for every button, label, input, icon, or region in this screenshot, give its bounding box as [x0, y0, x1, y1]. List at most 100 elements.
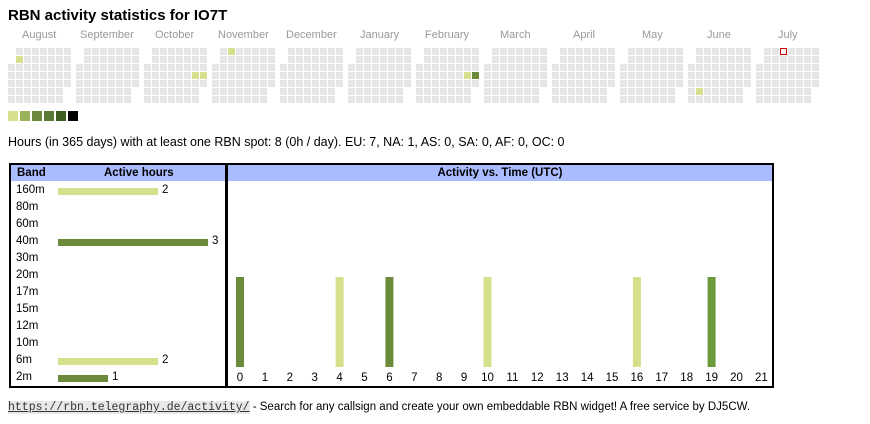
calendar-day-cell	[772, 48, 779, 55]
calendar-day-cell	[560, 88, 567, 95]
calendar-day-cell	[660, 48, 667, 55]
calendar-day-cell	[756, 96, 763, 103]
calendar-day-cell	[652, 64, 659, 71]
calendar-day-cell	[228, 64, 235, 71]
calendar-day-cell	[516, 56, 523, 63]
calendar-day-cell	[328, 72, 335, 79]
calendar-day-cell	[320, 64, 327, 71]
calendar-day-cell	[592, 48, 599, 55]
calendar-day-cell	[644, 56, 651, 63]
calendar-day-cell	[220, 48, 227, 55]
calendar-day-cell	[116, 96, 123, 103]
calendar-day-cell	[712, 80, 719, 87]
calendar-day-cell	[608, 64, 615, 71]
activity-link[interactable]: https://rbn.telegraphy.de/activity/	[8, 401, 250, 414]
calendar-day-cell	[500, 48, 507, 55]
calendar-day-cell	[364, 88, 371, 95]
calendar-day-cell	[584, 80, 591, 87]
calendar-day-cell	[532, 64, 539, 71]
calendar-day-cell	[804, 56, 811, 63]
hour-tick-label: 6	[386, 372, 392, 384]
calendar-day-cell	[228, 96, 235, 103]
calendar-day-cell	[56, 72, 63, 79]
calendar-day-cell	[728, 80, 735, 87]
calendar-day-cell	[796, 80, 803, 87]
calendar-day-cell	[584, 88, 591, 95]
calendar-day-cell	[336, 56, 343, 63]
band-name: 15m	[16, 303, 39, 315]
calendar-day-cell	[516, 88, 523, 95]
calendar-day-cell	[24, 80, 31, 87]
calendar-day-cell	[652, 88, 659, 95]
calendar-day-cell	[568, 72, 575, 79]
calendar-day-cell	[48, 72, 55, 79]
calendar-day-cell	[440, 88, 447, 95]
calendar-day-cell	[568, 80, 575, 87]
calendar-day-cell	[788, 56, 795, 63]
calendar-day-cell	[788, 80, 795, 87]
calendar-day-cell	[780, 56, 787, 63]
calendar-day-cell	[508, 56, 515, 63]
calendar-day-cell	[416, 80, 423, 87]
calendar-day-cell	[372, 80, 379, 87]
calendar-day-cell	[48, 80, 55, 87]
calendar-day-cell	[628, 48, 635, 55]
calendar-day-cell	[48, 64, 55, 71]
calendar-day-cell	[764, 72, 771, 79]
calendar-day-cell	[288, 96, 295, 103]
calendar-day-cell	[668, 96, 675, 103]
calendar-day-cell	[280, 72, 287, 79]
calendar-day-cell	[356, 96, 363, 103]
band-hours-count: 1	[112, 371, 119, 383]
calendar-day-cell	[388, 48, 395, 55]
calendar-day-cell	[668, 80, 675, 87]
calendar-day-cell	[464, 80, 471, 87]
hour-tick-label: 7	[411, 372, 417, 384]
calendar-day-cell	[508, 80, 515, 87]
calendar-day-cell	[780, 48, 787, 55]
calendar-day-cell	[688, 72, 695, 79]
calendar-day-cell	[652, 56, 659, 63]
calendar-day-cell	[356, 64, 363, 71]
calendar-day-cell	[728, 72, 735, 79]
calendar-day-cell	[152, 72, 159, 79]
calendar-day-cell	[540, 48, 547, 55]
calendar-day-cell	[532, 56, 539, 63]
calendar-day-cell	[16, 64, 23, 71]
calendar-day-cell	[736, 48, 743, 55]
calendar-day-cell	[380, 96, 387, 103]
calendar-day-cell	[236, 48, 243, 55]
calendar-day-cell	[736, 96, 743, 103]
band-row: 12m	[11, 318, 225, 335]
calendar-day-cell	[568, 56, 575, 63]
calendar-day-cell	[220, 80, 227, 87]
calendar-day-cell	[304, 64, 311, 71]
calendar-day-cell	[592, 64, 599, 71]
calendar-day-cell	[440, 64, 447, 71]
calendar-day-cell	[568, 88, 575, 95]
calendar-day-cell	[144, 96, 151, 103]
calendar-day-cell	[456, 80, 463, 87]
calendar-day-cell	[660, 88, 667, 95]
calendar-day-cell	[764, 48, 771, 55]
calendar-day-cell	[668, 48, 675, 55]
calendar-day-cell	[92, 56, 99, 63]
calendar-day-cell	[388, 80, 395, 87]
calendar-day-cell	[380, 80, 387, 87]
calendar-day-cell	[8, 88, 15, 95]
band-row: 15m	[11, 301, 225, 318]
calendar-day-cell	[160, 56, 167, 63]
calendar-day-cell	[492, 64, 499, 71]
calendar-day-cell	[328, 80, 335, 87]
calendar-day-cell	[212, 80, 219, 87]
calendar-day-cell	[116, 72, 123, 79]
calendar-day-cell	[636, 72, 643, 79]
calendar-day-cell	[668, 88, 675, 95]
calendar-day-cell	[728, 88, 735, 95]
calendar-day-cell	[576, 96, 583, 103]
calendar-day-cell	[64, 80, 71, 87]
band-name: 12m	[16, 320, 39, 332]
calendar-day-cell	[396, 64, 403, 71]
active-hours-column-header: Active hours	[104, 167, 174, 179]
calendar-day-cell	[236, 80, 243, 87]
